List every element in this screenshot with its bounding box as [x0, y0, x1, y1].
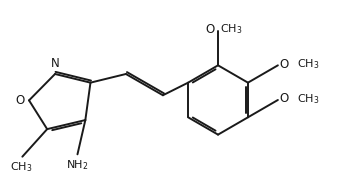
Text: CH$_3$: CH$_3$	[220, 23, 243, 36]
Text: CH$_3$: CH$_3$	[297, 92, 319, 106]
Text: CH$_3$: CH$_3$	[10, 161, 32, 174]
Text: NH$_2$: NH$_2$	[66, 158, 89, 172]
Text: O: O	[279, 58, 289, 71]
Text: O: O	[16, 94, 25, 107]
Text: CH$_3$: CH$_3$	[297, 57, 319, 71]
Text: O: O	[206, 23, 215, 36]
Text: N: N	[51, 57, 59, 70]
Text: O: O	[279, 92, 289, 105]
